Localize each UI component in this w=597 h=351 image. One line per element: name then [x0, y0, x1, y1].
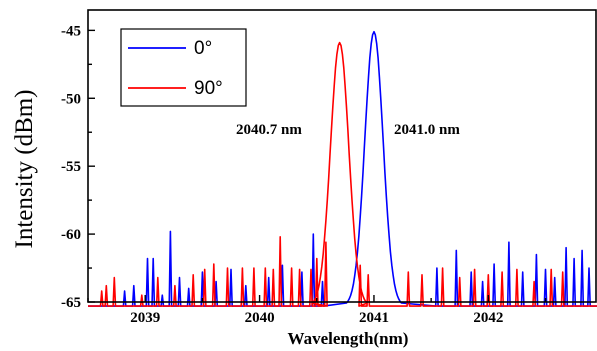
x-tick-label: 2039 [130, 310, 160, 326]
x-tick-label: 2041 [359, 310, 389, 326]
y-tick-label: -45 [61, 23, 81, 39]
traces [88, 30, 597, 307]
x-tick-label: 2040 [245, 310, 275, 326]
series-line-90 [88, 41, 597, 307]
legend-label-0deg: 0° [194, 38, 212, 59]
annotation-2040-7: 2040.7 nm [236, 122, 302, 138]
legend: 0° 90° [120, 28, 247, 107]
annotation-2041-0: 2041.0 nm [394, 122, 460, 138]
legend-label-90deg: 90° [194, 78, 223, 99]
y-axis-label: Intensity (dBm) [11, 89, 38, 248]
y-tick-label: -50 [61, 91, 81, 107]
x-tick-label: 2042 [473, 310, 503, 326]
plot-frame [87, 9, 597, 303]
legend-box [120, 28, 247, 107]
axes: 2039 2040 2041 2042 -45 -50 -55 -60 -65 [61, 23, 547, 326]
x-axis-label: Wavelength(nm) [288, 329, 409, 348]
series-line-0 [88, 30, 597, 307]
y-tick-label: -55 [61, 159, 81, 175]
y-tick-label: -65 [61, 295, 81, 311]
y-tick-label: -60 [61, 227, 81, 243]
